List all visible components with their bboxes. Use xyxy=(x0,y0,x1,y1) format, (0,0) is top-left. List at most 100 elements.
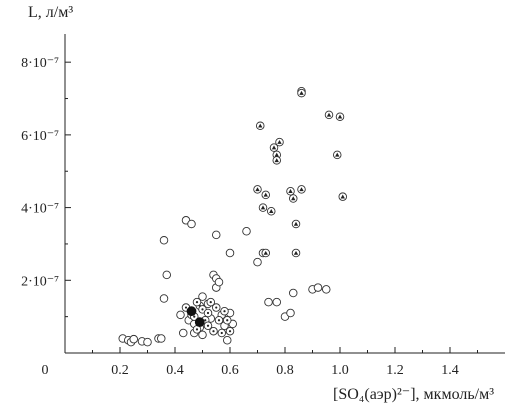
data-point-triangle-circle xyxy=(261,190,271,200)
x-tick-label: 1.4 xyxy=(441,363,459,378)
y-tick-label: 4·10⁻⁷ xyxy=(21,202,59,217)
point-triangle xyxy=(260,205,266,210)
point-marker xyxy=(156,334,166,343)
data-point-open-circle xyxy=(286,308,295,318)
point-triangle xyxy=(271,145,277,150)
data-point-open-circle xyxy=(289,288,298,298)
point-triangle xyxy=(293,250,299,255)
point-marker xyxy=(225,248,235,258)
data-point-open-circle xyxy=(211,230,221,240)
data-point-triangle-circle xyxy=(253,185,262,194)
x-tick-label: 0.8 xyxy=(276,363,294,378)
data-point-dotted-circle xyxy=(214,316,224,325)
point-triangle xyxy=(299,187,304,192)
data-point-open-circle xyxy=(225,248,235,258)
data-point-triangle-circle xyxy=(297,88,306,98)
point-dot xyxy=(212,330,215,333)
data-point-triangle-circle xyxy=(338,192,348,201)
data-point-open-circle xyxy=(214,277,224,287)
data-point-open-circle xyxy=(198,292,207,301)
point-dot xyxy=(223,310,226,313)
point-triangle xyxy=(337,114,343,119)
point-triangle xyxy=(263,192,268,197)
point-triangle xyxy=(269,209,274,213)
point-marker xyxy=(194,317,205,328)
data-point-dotted-circle xyxy=(209,326,218,336)
data-point-open-circle xyxy=(322,285,331,294)
point-marker xyxy=(143,337,152,347)
data-point-dotted-circle xyxy=(192,297,202,307)
data-point-triangle-circle xyxy=(267,206,276,216)
data-point-dotted-circle xyxy=(203,308,213,318)
point-marker xyxy=(322,285,331,294)
point-marker xyxy=(162,270,171,280)
data-point-dotted-circle xyxy=(222,316,232,325)
tick-marks xyxy=(65,61,478,353)
point-marker xyxy=(214,277,224,287)
data-point-open-circle xyxy=(129,334,138,344)
point-dot xyxy=(195,328,199,331)
point-triangle xyxy=(326,112,332,117)
point-triangle xyxy=(255,187,260,192)
point-marker xyxy=(211,230,221,240)
point-marker xyxy=(272,297,282,307)
point-triangle xyxy=(274,152,279,157)
data-point-dotted-circle xyxy=(217,328,226,338)
point-marker xyxy=(159,294,169,303)
point-triangle xyxy=(258,123,263,128)
data-point-triangle-circle xyxy=(324,110,334,120)
y-tick-label: 6·10⁻⁷ xyxy=(21,129,59,144)
point-triangle xyxy=(340,194,345,199)
point-marker xyxy=(242,226,251,236)
data-point-open-circle xyxy=(242,226,251,236)
point-marker xyxy=(286,308,295,318)
point-marker xyxy=(187,219,196,229)
data-point-open-circle xyxy=(159,294,169,303)
point-dot xyxy=(193,315,196,318)
data-point-triangle-circle xyxy=(335,112,345,121)
point-marker xyxy=(198,330,207,340)
data-point-dotted-circle xyxy=(211,303,221,312)
data-point-filled-circle xyxy=(194,317,205,328)
point-marker xyxy=(178,328,188,338)
data-point-triangle-circle xyxy=(286,186,295,196)
point-triangle xyxy=(291,196,296,201)
point-dot xyxy=(215,306,218,309)
point-triangle xyxy=(293,221,299,226)
data-point-dotted-circle xyxy=(220,306,229,316)
data-point-open-circle xyxy=(313,283,323,292)
point-dot xyxy=(204,319,207,322)
data-point-open-circle xyxy=(178,328,188,338)
point-dot xyxy=(206,324,210,327)
point-dot xyxy=(217,319,221,322)
point-dot xyxy=(195,301,199,304)
data-point-filled-circle xyxy=(186,306,197,317)
point-triangle xyxy=(288,189,293,193)
point-dot xyxy=(209,301,212,304)
data-point-open-circle xyxy=(264,297,273,307)
data-point-open-circle xyxy=(156,334,166,343)
x-tick-label: 0 xyxy=(42,363,49,378)
data-point-triangle-circle xyxy=(291,219,301,229)
data-point-triangle-circle xyxy=(256,121,265,131)
data-point-dotted-circle xyxy=(203,321,213,330)
point-triangle xyxy=(274,158,279,163)
point-marker xyxy=(176,310,185,320)
x-tick-label: 0.6 xyxy=(221,363,239,378)
data-point-open-circle xyxy=(187,219,196,229)
data-point-open-circle xyxy=(253,257,262,267)
point-marker xyxy=(159,236,169,245)
data-point-open-circle xyxy=(143,337,152,347)
data-point-dotted-circle xyxy=(206,297,215,307)
point-dot xyxy=(206,311,210,315)
data-point-triangle-circle xyxy=(291,248,301,258)
data-point-triangle-circle xyxy=(275,137,284,147)
x-tick-label: 1.0 xyxy=(331,363,349,378)
point-triangle xyxy=(299,90,304,95)
data-point-triangle-circle xyxy=(261,248,271,258)
data-point-open-circle xyxy=(159,236,169,245)
data-points xyxy=(118,87,348,347)
x-tick-label: 0.2 xyxy=(111,363,129,378)
x-tick-label: 1.2 xyxy=(386,363,404,378)
data-point-open-circle xyxy=(222,336,232,345)
